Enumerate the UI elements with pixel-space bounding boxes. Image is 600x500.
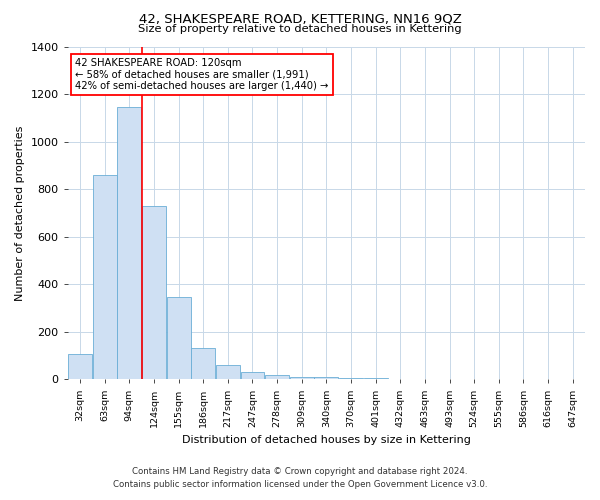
- Text: 42, SHAKESPEARE ROAD, KETTERING, NN16 9QZ: 42, SHAKESPEARE ROAD, KETTERING, NN16 9Q…: [139, 12, 461, 26]
- Bar: [167, 298, 191, 380]
- Bar: [68, 354, 92, 380]
- Bar: [216, 365, 240, 380]
- Text: Size of property relative to detached houses in Kettering: Size of property relative to detached ho…: [138, 24, 462, 34]
- Bar: [118, 107, 141, 380]
- Bar: [339, 378, 363, 380]
- Bar: [93, 175, 116, 380]
- Bar: [265, 374, 289, 380]
- Bar: [314, 377, 338, 380]
- Y-axis label: Number of detached properties: Number of detached properties: [15, 125, 25, 300]
- Text: 42 SHAKESPEARE ROAD: 120sqm
← 58% of detached houses are smaller (1,991)
42% of : 42 SHAKESPEARE ROAD: 120sqm ← 58% of det…: [76, 58, 329, 92]
- Bar: [142, 206, 166, 380]
- Text: Contains HM Land Registry data © Crown copyright and database right 2024.
Contai: Contains HM Land Registry data © Crown c…: [113, 468, 487, 489]
- X-axis label: Distribution of detached houses by size in Kettering: Distribution of detached houses by size …: [182, 435, 471, 445]
- Bar: [364, 378, 388, 380]
- Bar: [191, 348, 215, 380]
- Bar: [241, 372, 265, 380]
- Bar: [290, 377, 314, 380]
